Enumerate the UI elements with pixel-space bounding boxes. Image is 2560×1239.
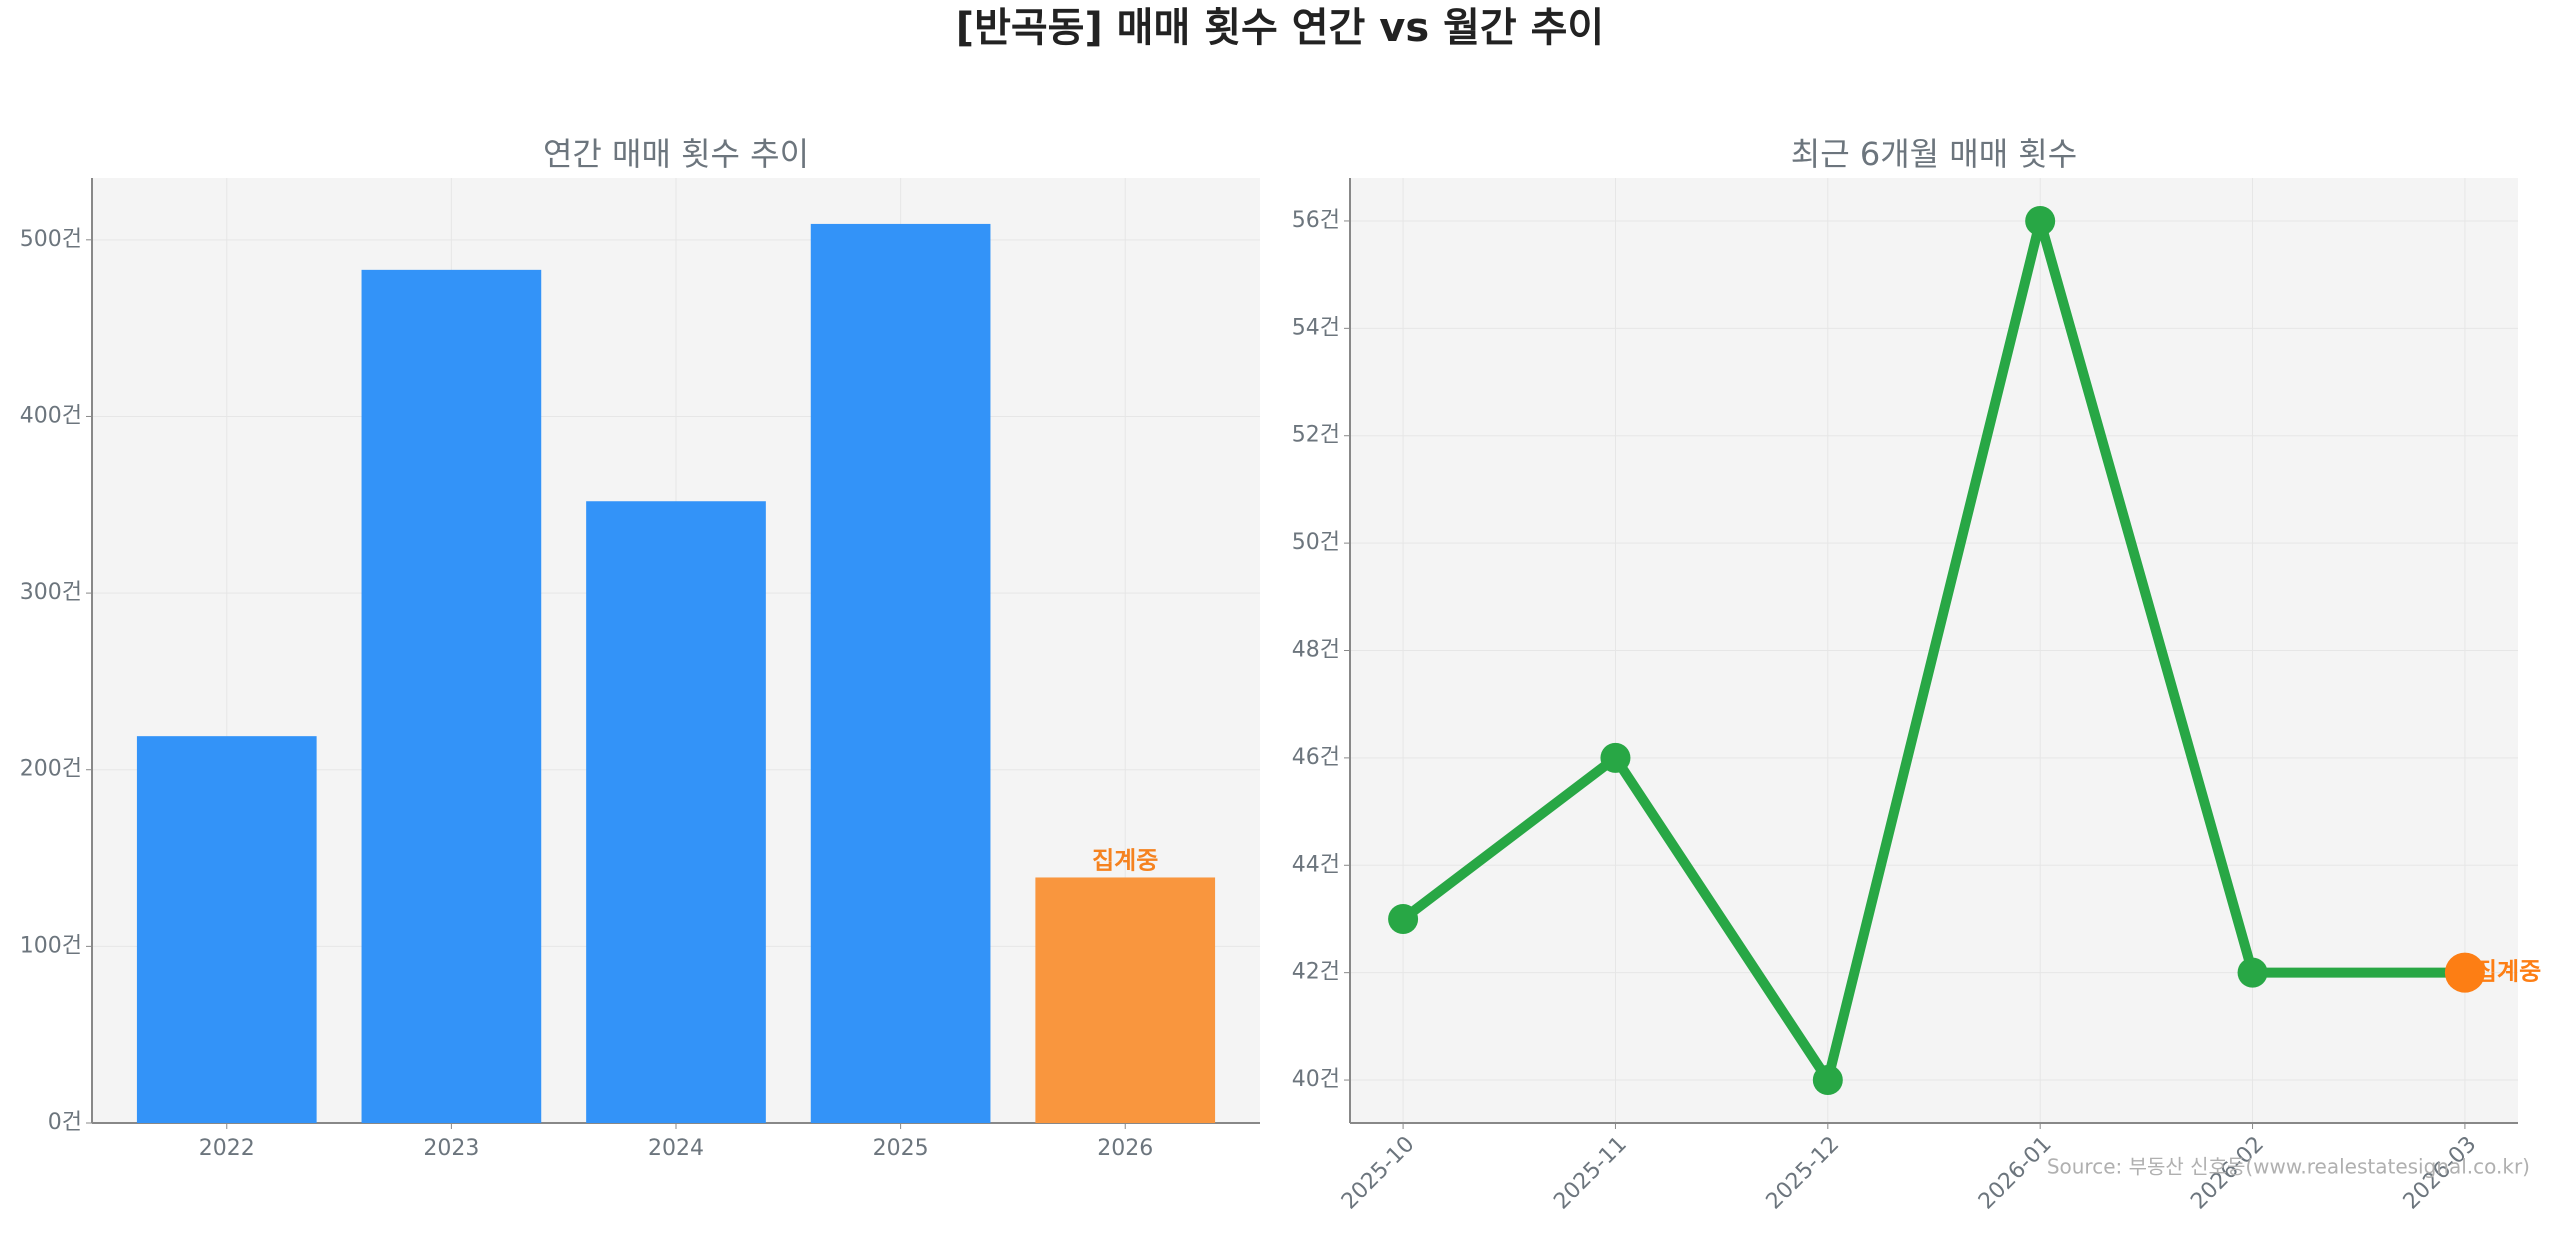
x-tick-label: 2026: [1097, 1136, 1153, 1161]
y-tick-label: 0건: [48, 1110, 82, 1135]
x-tick-label: 2022: [199, 1136, 255, 1161]
y-tick-label: 100건: [20, 933, 82, 958]
plots: 연간 매매 횟수 추이 0건 100건 200건 300건 400건 500건 2022 202…: [20, 135, 2541, 1214]
marker: [2444, 952, 2485, 993]
marker: [1812, 1065, 1843, 1096]
y-tick-label: 46건: [1292, 745, 1340, 770]
source: Source: 부동산 신호등(www.realestatesignal.co.…: [2047, 1155, 2530, 1179]
chart: 연간 매매 횟수 추이 0건 100건 200건 300건 400건 500건 2022 202…: [20, 135, 1260, 1161]
y-tick-label: 400건: [20, 403, 82, 428]
line: [1400, 215, 2465, 1086]
y-tick-label: 42건: [1292, 960, 1340, 985]
chart: 최근 6개월 매매 횟수 40건 42건 44건 46건 48건 50건 52건 54건 56건 2…: [1292, 135, 2541, 1214]
x-tick-label: 2023: [423, 1136, 479, 1161]
y-tick-label: 52건: [1292, 423, 1340, 448]
y-tick-label: 48건: [1292, 638, 1340, 663]
y-tick-label: 50건: [1292, 530, 1340, 555]
figure-title: [반곡동] 매매 횟수 연간 vs 월간 추이: [956, 5, 1604, 51]
marker: [1388, 903, 1419, 934]
x-tick-label: 2024: [648, 1136, 704, 1161]
bar: [136, 736, 317, 1123]
y-tick-label: 500건: [20, 227, 82, 252]
x-tick-label: 2025-10: [1337, 1132, 1420, 1215]
bar: [1035, 877, 1216, 1123]
x-tick-label: 2026-01: [1974, 1132, 2057, 1215]
marker: [2025, 205, 2056, 236]
bar: [361, 269, 542, 1123]
y-tick-label: 56건: [1292, 208, 1340, 233]
y-tick-label: 200건: [20, 757, 82, 782]
y-tick-label: 54건: [1292, 315, 1340, 340]
chart-title: 연간 매매 횟수 추이: [543, 135, 809, 173]
annotation: 집계중: [1092, 846, 1158, 874]
y-tick-label: 44건: [1292, 852, 1340, 877]
y-tick-label: 40건: [1292, 1067, 1340, 1092]
x-tick-label: 2025: [873, 1136, 929, 1161]
marker: [2237, 957, 2268, 988]
x-tick-label: 2025-12: [1762, 1132, 1845, 1215]
chart-title: 최근 6개월 매매 횟수: [1791, 135, 2077, 173]
bar: [810, 223, 991, 1123]
annotation: 집계중: [2475, 958, 2541, 986]
y-tick-label: 300건: [20, 580, 82, 605]
x-tick-label: 2025-11: [1549, 1132, 1632, 1215]
marker: [1600, 742, 1631, 773]
bar: [586, 501, 766, 1123]
